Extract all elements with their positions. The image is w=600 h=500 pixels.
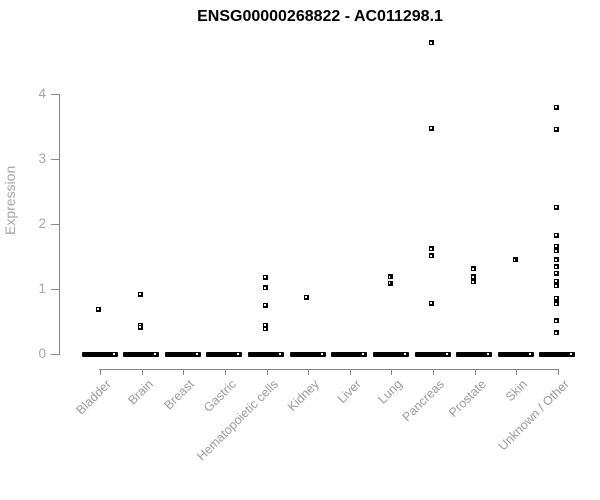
x-axis-tick [308, 369, 310, 375]
data-point-marker [554, 257, 560, 263]
x-axis-tick [100, 369, 101, 375]
x-axis-tick [141, 369, 143, 375]
y-axis-tick [51, 224, 59, 225]
y-axis-line [59, 94, 60, 355]
data-point-marker [554, 264, 560, 270]
data-point-marker [429, 300, 435, 306]
data-point-marker [262, 274, 268, 280]
data-point-marker [137, 291, 143, 297]
data-point-marker [554, 243, 560, 249]
data-point-marker [429, 125, 435, 131]
data-point-marker [554, 270, 560, 276]
y-axis-tick [51, 159, 59, 160]
data-point-marker [554, 204, 560, 210]
data-point-marker [429, 40, 435, 46]
x-axis-tick [391, 369, 393, 375]
data-point-marker [137, 324, 143, 330]
data-point-marker [554, 301, 560, 307]
zero-cluster-bar [331, 351, 368, 357]
data-point-marker [304, 294, 310, 300]
x-axis-tick [224, 369, 226, 375]
data-point-marker [554, 248, 560, 254]
x-axis-tick [349, 369, 351, 375]
data-point-marker [429, 246, 435, 252]
zero-cluster-bar [123, 351, 160, 357]
data-point-marker [512, 257, 518, 263]
y-tick-label: 1 [38, 281, 46, 296]
data-point-marker [554, 232, 560, 238]
data-point-marker [387, 274, 393, 280]
x-axis-tick [433, 369, 435, 375]
zero-cluster-bar [539, 351, 576, 357]
zero-cluster-bar [456, 351, 493, 357]
data-point-marker [262, 285, 268, 291]
zero-cluster-bar [248, 351, 285, 357]
data-point-marker [262, 322, 268, 328]
y-axis-tick [51, 289, 59, 290]
y-tick-label: 0 [38, 346, 46, 361]
data-point-marker [470, 274, 476, 280]
chart-title: ENSG00000268822 - AC011298.1 [197, 8, 443, 25]
zero-cluster-bar [372, 351, 409, 357]
data-point-marker [262, 302, 268, 308]
data-point-marker [554, 283, 560, 289]
zero-cluster-bar [497, 351, 534, 357]
data-point-marker [554, 330, 560, 336]
y-tick-label: 4 [38, 86, 46, 101]
x-axis-tick [266, 369, 268, 375]
zero-cluster-bar [414, 351, 451, 357]
y-tick-label: 2 [38, 216, 46, 231]
zero-cluster-bar [206, 351, 243, 357]
data-point-marker [554, 278, 560, 284]
x-axis-tick [474, 369, 476, 375]
data-point-marker [470, 279, 476, 285]
data-point-marker [96, 306, 102, 312]
x-axis-tick [516, 369, 518, 375]
y-axis-tick [51, 354, 59, 355]
data-point-marker [554, 318, 560, 324]
zero-cluster-bar [81, 351, 118, 357]
data-point-marker [554, 104, 560, 110]
data-point-marker [429, 253, 435, 259]
data-point-marker [554, 126, 560, 132]
data-point-marker [262, 326, 268, 332]
y-axis-tick [51, 94, 59, 95]
x-axis-tick [557, 369, 559, 375]
zero-cluster-bar [289, 351, 326, 357]
data-point-marker [554, 295, 560, 301]
data-point-marker [387, 280, 393, 286]
x-axis-tick [183, 369, 185, 375]
x-axis-line [99, 369, 559, 370]
zero-cluster-bar [164, 351, 201, 357]
data-point-marker [470, 266, 476, 272]
y-tick-label: 3 [38, 151, 46, 166]
